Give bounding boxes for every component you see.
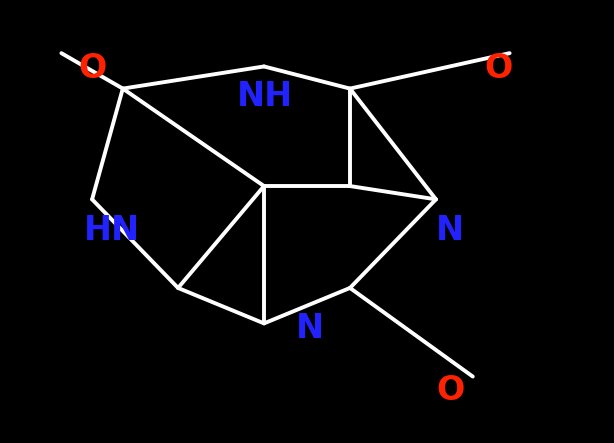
Text: O: O [78, 51, 106, 85]
Text: NH: NH [237, 79, 293, 113]
Text: N: N [436, 214, 464, 246]
Text: N: N [296, 311, 324, 345]
Text: HN: HN [84, 214, 140, 246]
Text: O: O [484, 51, 512, 85]
Text: O: O [436, 373, 464, 407]
